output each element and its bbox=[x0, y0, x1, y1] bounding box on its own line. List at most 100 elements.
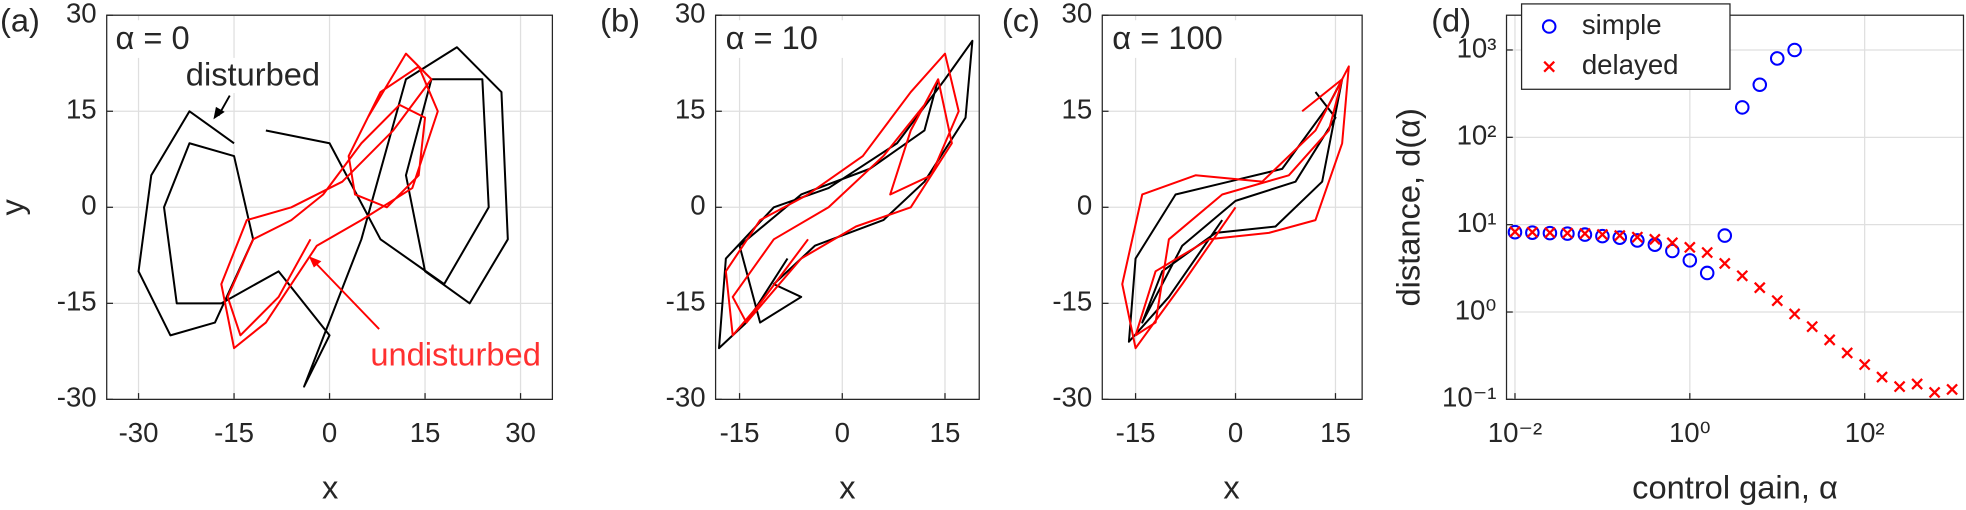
y-tick-label: 30 bbox=[1062, 0, 1093, 29]
y-tick-label: -30 bbox=[1052, 382, 1092, 413]
point bbox=[1613, 229, 1626, 242]
point bbox=[1577, 227, 1593, 242]
point bbox=[1787, 42, 1802, 58]
point bbox=[1509, 225, 1521, 238]
point bbox=[1736, 269, 1749, 282]
y-tick-label: 10² bbox=[1457, 120, 1497, 151]
x-tick-label: -30 bbox=[119, 417, 159, 448]
point bbox=[1753, 281, 1766, 294]
label-bg bbox=[720, 20, 847, 58]
y-tick-label: 0 bbox=[81, 190, 96, 221]
arrow-head bbox=[308, 256, 322, 268]
x-tick-label: 15 bbox=[1320, 417, 1351, 448]
annotations: α = 0 disturbed undisturbed α = 10 α = 1… bbox=[110, 19, 1248, 372]
point bbox=[1631, 231, 1644, 243]
x-axis-label: control gain, α bbox=[1632, 468, 1838, 505]
y-tick-label: 15 bbox=[1062, 94, 1093, 125]
y-tick-label: 10³ bbox=[1457, 32, 1497, 63]
y-tick-label: 15 bbox=[66, 94, 97, 125]
trajectory bbox=[1121, 65, 1350, 350]
point bbox=[1858, 358, 1871, 371]
point bbox=[1595, 228, 1610, 244]
panel: -30 -15 0 15 30 -30 -15 0 15 30 bbox=[57, 0, 554, 448]
point bbox=[1560, 226, 1575, 241]
point bbox=[1579, 227, 1591, 240]
x-tick-label: 15 bbox=[930, 417, 961, 448]
y-tick-label: -30 bbox=[57, 382, 97, 413]
annotation: undisturbed bbox=[370, 335, 541, 372]
x-tick-label: 0 bbox=[322, 417, 337, 448]
x-axis-label: x bbox=[322, 468, 338, 505]
x-tick-label: 10⁰ bbox=[1669, 417, 1711, 448]
label-bg bbox=[182, 57, 323, 94]
x-tick-label: -15 bbox=[214, 417, 254, 448]
panel: -15 0 15 -30 -15 0 15 30 bbox=[666, 0, 980, 448]
data-layer bbox=[137, 46, 509, 388]
point bbox=[1684, 241, 1696, 254]
x-axis-label: x bbox=[1223, 468, 1239, 505]
point bbox=[1507, 224, 1523, 240]
point bbox=[1630, 233, 1645, 248]
point bbox=[1788, 308, 1801, 320]
point bbox=[1541, 19, 1557, 34]
point bbox=[1543, 60, 1556, 73]
x-tick-label: 30 bbox=[505, 417, 536, 448]
y-axis-label: y bbox=[0, 198, 31, 215]
y-tick-label: 10¹ bbox=[1457, 207, 1497, 238]
point bbox=[1893, 380, 1906, 393]
point bbox=[1542, 225, 1558, 241]
data-layer bbox=[1121, 65, 1350, 350]
legend: simple delayed bbox=[1520, 3, 1731, 90]
point bbox=[1649, 233, 1661, 246]
point bbox=[1701, 246, 1714, 259]
x-tick-label: 0 bbox=[835, 417, 850, 448]
legend-label: simple bbox=[1582, 9, 1662, 40]
trajectory bbox=[718, 39, 974, 350]
y-tick-label: 30 bbox=[66, 0, 97, 29]
x-tick-label: 15 bbox=[410, 417, 441, 448]
annotation: disturbed bbox=[186, 55, 320, 92]
point bbox=[1682, 253, 1698, 268]
x-tick-label: -15 bbox=[1116, 417, 1156, 448]
y-tick-label: 15 bbox=[675, 94, 706, 125]
x-tick-label: 0 bbox=[1228, 417, 1243, 448]
y-tick-label: -30 bbox=[666, 382, 706, 413]
point bbox=[1544, 226, 1556, 239]
label-bg bbox=[1107, 20, 1248, 58]
arrow bbox=[313, 260, 380, 330]
panel: -15 0 15 -30 -15 0 15 30 bbox=[1052, 0, 1363, 448]
legend-box bbox=[1520, 3, 1731, 90]
point bbox=[1771, 294, 1784, 307]
trajectory bbox=[724, 52, 960, 337]
panel-label: (c) bbox=[1002, 1, 1040, 38]
point bbox=[1769, 51, 1785, 66]
y-tick-label: 10⁰ bbox=[1455, 294, 1497, 325]
y-tick-label: -15 bbox=[57, 286, 97, 317]
panel-label: (b) bbox=[600, 1, 640, 38]
axes-box bbox=[1101, 14, 1363, 401]
point bbox=[1752, 77, 1768, 93]
x-tick-label: 10² bbox=[1845, 417, 1885, 448]
annotation: α = 100 bbox=[1112, 19, 1222, 56]
panel: 10⁻² 10⁰ 10² 10⁻¹ 10⁰ 10¹ 10² 10³ simple delayed bbox=[1442, 3, 1965, 448]
annotation: α = 10 bbox=[726, 19, 818, 56]
panel-label: (d) bbox=[1431, 1, 1471, 38]
point bbox=[1823, 334, 1836, 346]
point bbox=[1699, 265, 1715, 281]
axes-box bbox=[106, 14, 554, 401]
x-axis-label: x bbox=[839, 468, 855, 505]
trajectory bbox=[220, 52, 439, 350]
trajectory bbox=[1127, 78, 1344, 343]
point bbox=[1665, 243, 1680, 259]
point bbox=[1717, 228, 1733, 243]
point bbox=[1612, 230, 1628, 245]
y-tick-label: 0 bbox=[1077, 190, 1092, 221]
x-tick-label: 10⁻² bbox=[1488, 417, 1542, 448]
point bbox=[1946, 383, 1958, 396]
point bbox=[1876, 371, 1888, 383]
legend-label: delayed bbox=[1582, 49, 1679, 80]
point bbox=[1911, 378, 1923, 390]
point bbox=[1718, 257, 1731, 270]
y-tick-label: 0 bbox=[690, 190, 705, 221]
